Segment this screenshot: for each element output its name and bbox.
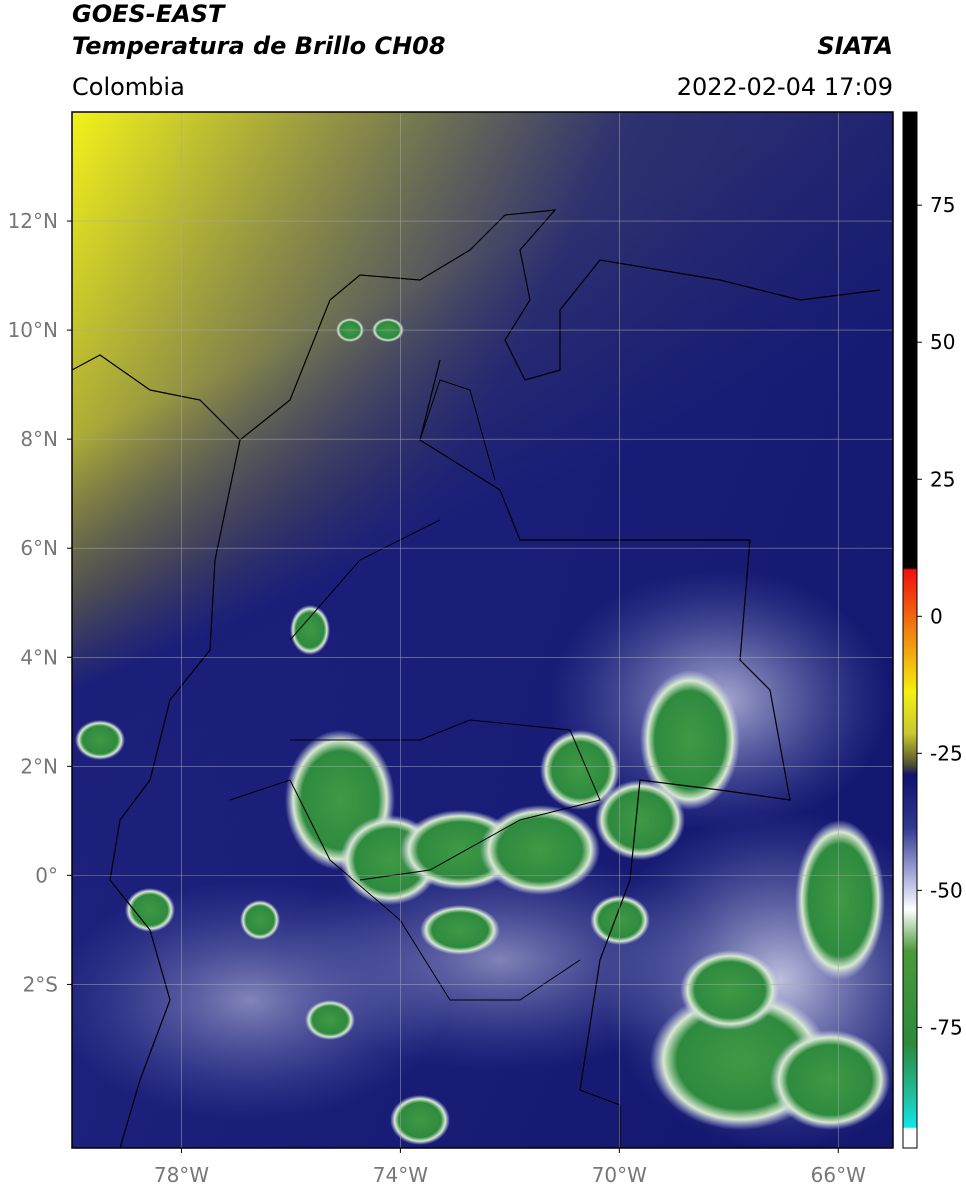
lat-tick-label: 2°N (20, 754, 58, 778)
colorbar-tick-label: 0 (930, 604, 943, 628)
colorbar-tick-label: 75 (930, 193, 955, 217)
datetime: 2022-02-04 17:09 (677, 73, 893, 101)
map-frame (71, 111, 894, 1149)
colorbar-tick-label: -50 (930, 878, 963, 902)
source: SIATA (817, 32, 893, 60)
graticule (72, 112, 893, 1148)
region: Colombia (72, 73, 185, 101)
satellite-image (72, 112, 893, 1148)
colorbar-tick-label: 25 (930, 467, 955, 491)
lat-tick-label: 0° (35, 863, 58, 887)
lat-tick-label: 12°N (8, 209, 58, 233)
lon-tick-label: 74°W (373, 1163, 428, 1187)
lat-tick-label: 8°N (20, 427, 58, 451)
colorbar-tick-label: -25 (930, 741, 963, 765)
lat-tick-label: 2°S (23, 972, 58, 996)
lat-tick-label: 6°N (20, 536, 58, 560)
lon-tick-label: 78°W (154, 1163, 209, 1187)
product: Temperatura de Brillo CH08 (72, 32, 446, 60)
lon-tick-label: 70°W (592, 1163, 647, 1187)
satellite: GOES-EAST (72, 0, 226, 28)
colorbar-tick-label: -75 (930, 1015, 963, 1039)
colorbar (902, 111, 918, 1149)
lat-tick-label: 10°N (8, 318, 58, 342)
lon-tick-label: 66°W (811, 1163, 866, 1187)
lat-tick-label: 4°N (20, 645, 58, 669)
colorbar-tick-label: 50 (930, 330, 955, 354)
